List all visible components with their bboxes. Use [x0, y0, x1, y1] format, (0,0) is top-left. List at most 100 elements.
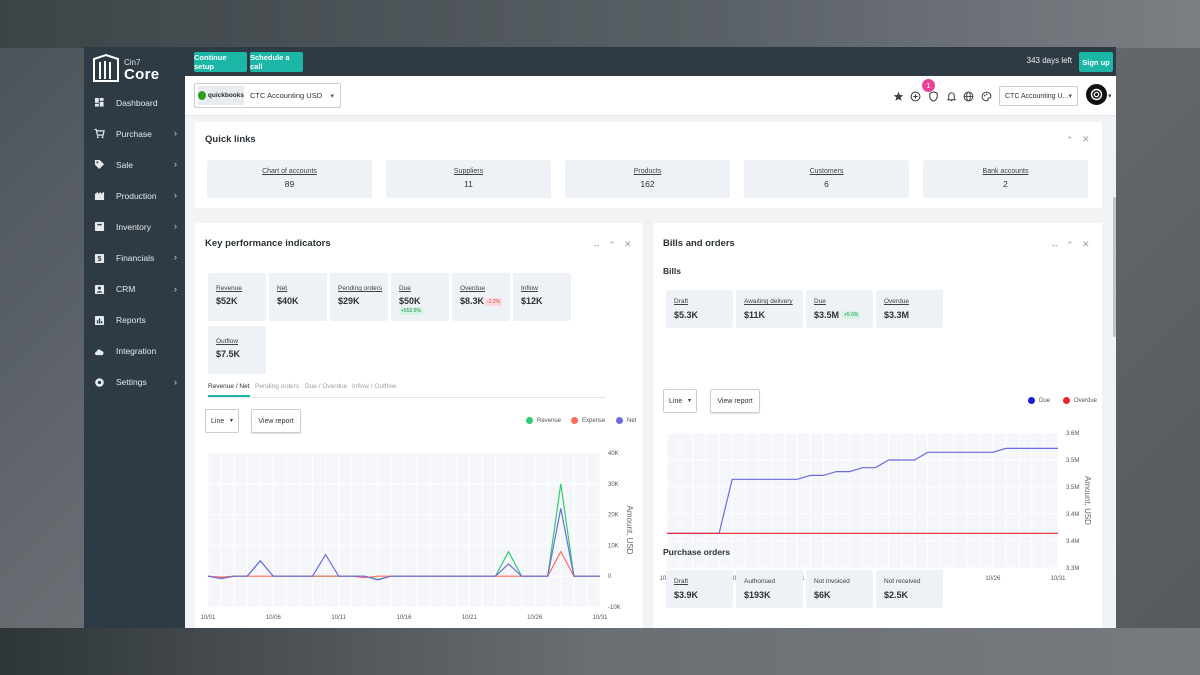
- close-icon[interactable]: ✕: [1082, 239, 1090, 249]
- kpi-label[interactable]: Inflow: [521, 285, 538, 292]
- collapse-icon[interactable]: ⌃: [1066, 240, 1074, 250]
- kpi-label[interactable]: Due: [399, 285, 411, 292]
- kpi-label[interactable]: Pending orders: [338, 285, 383, 292]
- continue-setup-button[interactable]: Continue setup: [194, 52, 247, 72]
- globe-icon[interactable]: [963, 91, 974, 102]
- accounting-integration-select[interactable]: quickbooks CTC Accounting USD ▾: [194, 83, 341, 108]
- quick-link-bank-accounts[interactable]: Bank accounts 2: [923, 160, 1088, 198]
- bill-overdue[interactable]: Overdue $3.3M: [876, 290, 943, 328]
- po-label[interactable]: Draft: [674, 578, 689, 585]
- sidebar-item-crm[interactable]: CRM ›: [84, 274, 185, 305]
- bill-label[interactable]: Due: [814, 298, 826, 305]
- schedule-call-button[interactable]: Schedule a call: [250, 52, 303, 72]
- sidebar-item-sale[interactable]: Sale ›: [84, 149, 185, 180]
- sidebar-item-integration[interactable]: Integration: [84, 336, 185, 367]
- collapse-icon[interactable]: ⌃: [608, 240, 616, 250]
- chart-type-select[interactable]: Line ▾: [205, 409, 239, 433]
- quick-link-value: 162: [640, 179, 655, 189]
- bills-chart-type-select[interactable]: Line ▾: [663, 389, 697, 413]
- series-line-net[interactable]: [207, 508, 600, 581]
- expand-icon[interactable]: ↔: [1050, 239, 1059, 249]
- kpi-label[interactable]: Revenue: [216, 285, 243, 292]
- quick-link-suppliers[interactable]: Suppliers 11: [386, 160, 551, 198]
- bills-orders-title: Bills and orders: [663, 238, 735, 249]
- quick-link-label[interactable]: Bank accounts: [982, 168, 1029, 175]
- kpi-value: $40K: [277, 296, 299, 306]
- sidebar-item-purchase[interactable]: Purchase ›: [84, 118, 185, 149]
- brand-logo[interactable]: Cin7 Core: [92, 53, 182, 87]
- legend-item-net[interactable]: Net: [616, 417, 636, 424]
- sidebar-item-reports[interactable]: Reports: [84, 305, 185, 336]
- kpi-due[interactable]: Due $50K +552.5%: [391, 273, 449, 321]
- bill-draft[interactable]: Draft $5.3K: [666, 290, 733, 328]
- bill-label[interactable]: Awaiting delivery: [744, 298, 793, 305]
- quick-link-label[interactable]: Chart of accounts: [262, 168, 317, 175]
- po-draft[interactable]: Draft $3.9K: [666, 570, 733, 608]
- sidebar-item-financials[interactable]: $ Financials ›: [84, 242, 185, 273]
- kpi-revenue[interactable]: Revenue $52K: [208, 273, 266, 321]
- organization-select[interactable]: CTC Accounting U... ▾: [999, 86, 1078, 106]
- po-label[interactable]: Authorised: [744, 578, 776, 585]
- legend-item-revenue[interactable]: Revenue: [526, 417, 561, 424]
- quick-link-products[interactable]: Products 162: [565, 160, 730, 198]
- quick-link-chart-of-accounts[interactable]: Chart of accounts 89: [207, 160, 372, 198]
- palette-icon[interactable]: [981, 91, 992, 102]
- sidebar-item-dashboard[interactable]: Dashboard: [84, 87, 185, 118]
- y-tick-label: 0: [608, 574, 612, 580]
- kpi-pending-orders[interactable]: Pending orders $29K: [330, 273, 388, 321]
- view-report-button[interactable]: View report: [251, 409, 301, 433]
- shield-icon[interactable]: [928, 91, 939, 102]
- kpi-overdue[interactable]: Overdue $8.3K -1.2%: [452, 273, 510, 321]
- legend-label: Overdue: [1074, 397, 1098, 404]
- bills-chart-type-value: Line: [669, 397, 683, 405]
- backdrop-bottom: [0, 628, 1200, 675]
- tab-due-overdue[interactable]: Due / Overdue: [305, 383, 348, 390]
- kpi-net[interactable]: Net $40K: [269, 273, 327, 321]
- kpi-outflow[interactable]: Outflow $7.5K: [208, 326, 266, 374]
- quick-link-label[interactable]: Suppliers: [453, 168, 484, 175]
- bill-label[interactable]: Overdue: [884, 298, 909, 305]
- bills-view-report-button[interactable]: View report: [710, 389, 760, 413]
- kpi-label[interactable]: Outflow: [216, 338, 239, 345]
- sidebar-item-inventory[interactable]: Inventory ›: [84, 211, 185, 242]
- po-label[interactable]: Not received: [884, 578, 921, 585]
- quick-link-customers[interactable]: Customers 6: [744, 160, 909, 198]
- po-authorised[interactable]: Authorised $193K: [736, 570, 803, 608]
- bill-due[interactable]: Due $3.5M +5.6%: [806, 290, 873, 328]
- chevron-down-icon[interactable]: ▾: [1108, 93, 1112, 100]
- add-circle-icon[interactable]: [910, 91, 921, 102]
- expand-icon[interactable]: ↔: [592, 239, 601, 249]
- tab-revenue-net[interactable]: Revenue / Net: [208, 383, 250, 397]
- legend-label: Net: [627, 417, 637, 424]
- sidebar-item-production[interactable]: Production ›: [84, 180, 185, 211]
- page-scrollbar[interactable]: [1113, 197, 1116, 337]
- collapse-icon[interactable]: ⌃: [1066, 135, 1074, 145]
- tab-pending-orders[interactable]: Pending orders: [255, 383, 300, 390]
- y-tick-label: 3.6M: [1066, 431, 1079, 437]
- quick-link-label[interactable]: Customers: [809, 168, 844, 175]
- sidebar-item-settings[interactable]: Settings ›: [84, 367, 185, 398]
- bill-awaiting-delivery[interactable]: Awaiting delivery $11K: [736, 290, 803, 328]
- po-label[interactable]: Not invoiced: [814, 578, 850, 585]
- legend-item-expense[interactable]: Expense: [571, 417, 605, 424]
- quick-link-label[interactable]: Products: [633, 168, 662, 175]
- sign-up-button[interactable]: Sign up: [1079, 52, 1113, 72]
- bell-icon[interactable]: [946, 91, 957, 102]
- tab-inflow-outflow[interactable]: Inflow / Outflow: [352, 383, 397, 390]
- kpi-value: $50K: [399, 296, 421, 306]
- kpi-label[interactable]: Net: [277, 285, 288, 292]
- bill-label[interactable]: Draft: [674, 298, 689, 305]
- kpi-value: $8.3K: [460, 296, 485, 306]
- bill-value: $3.5M: [814, 310, 840, 320]
- close-icon[interactable]: ✕: [1082, 134, 1090, 144]
- close-icon[interactable]: ✕: [624, 239, 632, 249]
- kpi-label[interactable]: Overdue: [460, 285, 485, 292]
- legend-item-overdue[interactable]: Overdue: [1063, 397, 1097, 404]
- series-line-due[interactable]: [667, 447, 1058, 534]
- user-avatar[interactable]: [1086, 84, 1107, 105]
- po-not-received[interactable]: Not received $2.5K: [876, 570, 943, 608]
- legend-item-due[interactable]: Due: [1028, 397, 1050, 404]
- po-not-invoiced[interactable]: Not invoiced $6K: [806, 570, 873, 608]
- kpi-inflow[interactable]: Inflow $12K: [513, 273, 571, 321]
- star-icon[interactable]: [893, 91, 904, 102]
